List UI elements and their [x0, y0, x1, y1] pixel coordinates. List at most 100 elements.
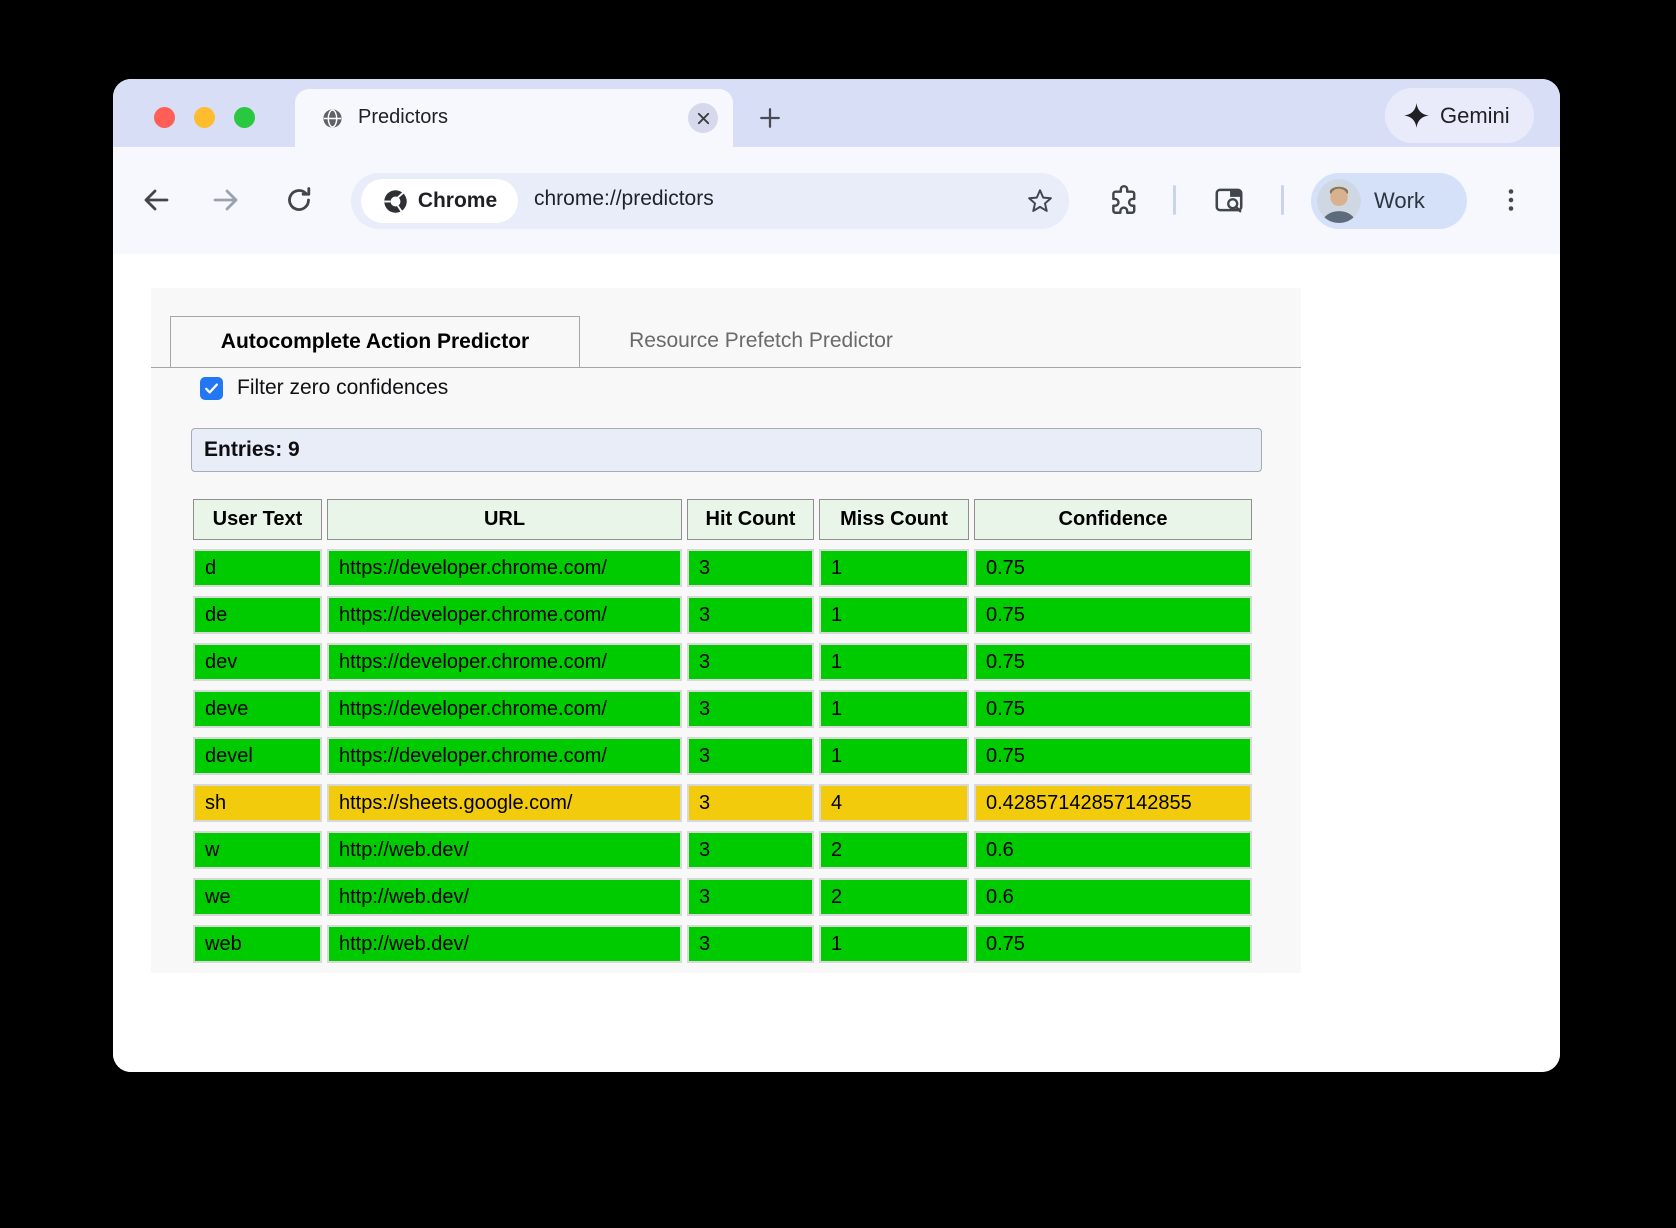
- arrow-left-icon: [144, 189, 169, 211]
- browser-menu-button[interactable]: [1491, 180, 1531, 220]
- checkmark-icon: [205, 382, 218, 394]
- screen-search-icon: [1215, 188, 1243, 213]
- new-tab-button[interactable]: [754, 102, 786, 134]
- filter-label: Filter zero confidences: [237, 376, 449, 399]
- filter-row: Filter zero confidences: [200, 376, 1301, 400]
- cell-confidence: 0.75: [974, 643, 1252, 681]
- cell-miss-count: 1: [819, 549, 969, 587]
- cell-url: https://developer.chrome.com/: [327, 596, 682, 634]
- reload-button[interactable]: [279, 180, 319, 220]
- cell-url: https://developer.chrome.com/: [327, 549, 682, 587]
- tab-search-button[interactable]: [1209, 180, 1249, 220]
- page-content-area: Autocomplete Action Predictor Resource P…: [113, 254, 1560, 1072]
- tab-title: Predictors: [358, 106, 449, 128]
- cell-url: https://sheets.google.com/: [327, 784, 682, 822]
- cell-hit-count: 3: [687, 831, 814, 869]
- profile-label: Work: [1374, 188, 1425, 213]
- header-confidence: Confidence: [974, 499, 1252, 540]
- address-bar[interactable]: Chrome chrome://predictors: [351, 173, 1069, 229]
- table-row: de https://developer.chrome.com/ 3 1 0.7…: [193, 596, 1252, 634]
- gemini-button[interactable]: Gemini: [1385, 88, 1534, 143]
- cell-url: http://web.dev/: [327, 831, 682, 869]
- predictors-table: User Text URL Hit Count Miss Count Confi…: [188, 490, 1257, 972]
- cell-confidence: 0.42857142857142855: [974, 784, 1252, 822]
- cell-confidence: 0.75: [974, 737, 1252, 775]
- table-row: w http://web.dev/ 3 2 0.6: [193, 831, 1252, 869]
- table-row: devel https://developer.chrome.com/ 3 1 …: [193, 737, 1252, 775]
- tab-strip: Predictors Gemini: [113, 79, 1560, 147]
- cell-confidence: 0.6: [974, 878, 1252, 916]
- chrome-site-chip[interactable]: Chrome: [361, 179, 518, 223]
- cell-miss-count: 1: [819, 925, 969, 963]
- cell-hit-count: 3: [687, 690, 814, 728]
- cell-confidence: 0.75: [974, 596, 1252, 634]
- cell-url: https://developer.chrome.com/: [327, 690, 682, 728]
- table-row: we http://web.dev/ 3 2 0.6: [193, 878, 1252, 916]
- cell-miss-count: 1: [819, 690, 969, 728]
- cell-hit-count: 3: [687, 596, 814, 634]
- filter-zero-confidences-checkbox[interactable]: [200, 376, 223, 400]
- cell-hit-count: 3: [687, 643, 814, 681]
- close-icon: [697, 112, 709, 124]
- cell-miss-count: 1: [819, 596, 969, 634]
- cell-user-text: de: [193, 596, 322, 634]
- reload-icon: [288, 187, 311, 211]
- cell-hit-count: 3: [687, 925, 814, 963]
- table-row: dev https://developer.chrome.com/ 3 1 0.…: [193, 643, 1252, 681]
- traffic-light-close-button[interactable]: [154, 107, 175, 128]
- header-hit-count: Hit Count: [687, 499, 814, 540]
- browser-tab-predictors[interactable]: Predictors: [295, 89, 733, 147]
- cell-user-text: deve: [193, 690, 322, 728]
- cell-miss-count: 4: [819, 784, 969, 822]
- cell-confidence: 0.75: [974, 549, 1252, 587]
- traffic-light-zoom-button[interactable]: [234, 107, 255, 128]
- predictors-panel: Autocomplete Action Predictor Resource P…: [151, 288, 1301, 973]
- cell-user-text: web: [193, 925, 322, 963]
- table-row: deve https://developer.chrome.com/ 3 1 0…: [193, 690, 1252, 728]
- cell-miss-count: 2: [819, 878, 969, 916]
- table-row: sh https://sheets.google.com/ 3 4 0.4285…: [193, 784, 1252, 822]
- cell-user-text: w: [193, 831, 322, 869]
- cell-user-text: devel: [193, 737, 322, 775]
- browser-window: Predictors Gemini: [113, 79, 1560, 1072]
- table-row: d https://developer.chrome.com/ 3 1 0.75: [193, 549, 1252, 587]
- forward-button[interactable]: [206, 180, 246, 220]
- cell-miss-count: 1: [819, 643, 969, 681]
- bookmark-star-icon[interactable]: [1025, 186, 1055, 216]
- profile-button[interactable]: Work: [1311, 173, 1467, 229]
- plus-icon: [760, 108, 780, 128]
- url-text: chrome://predictors: [534, 187, 714, 210]
- entries-count-bar: Entries: 9: [191, 428, 1262, 472]
- cell-user-text: we: [193, 878, 322, 916]
- toolbar-divider: [1173, 185, 1176, 215]
- back-button[interactable]: [136, 180, 176, 220]
- cell-confidence: 0.75: [974, 690, 1252, 728]
- cell-user-text: sh: [193, 784, 322, 822]
- cell-url: https://developer.chrome.com/: [327, 643, 682, 681]
- three-dot-menu-icon: [1508, 189, 1514, 211]
- header-url: URL: [327, 499, 682, 540]
- cell-url: http://web.dev/: [327, 925, 682, 963]
- arrow-right-icon: [213, 189, 238, 211]
- cell-url: https://developer.chrome.com/: [327, 737, 682, 775]
- globe-icon: [323, 109, 342, 128]
- extensions-button[interactable]: [1104, 180, 1144, 220]
- cell-url: http://web.dev/: [327, 878, 682, 916]
- chrome-logo-icon: [384, 189, 407, 213]
- traffic-light-minimize-button[interactable]: [194, 107, 215, 128]
- cell-miss-count: 1: [819, 737, 969, 775]
- gemini-sparkle-icon: [1404, 103, 1429, 128]
- cell-hit-count: 3: [687, 784, 814, 822]
- tab-autocomplete-action-predictor[interactable]: Autocomplete Action Predictor: [170, 316, 580, 367]
- cell-hit-count: 3: [687, 549, 814, 587]
- cell-miss-count: 2: [819, 831, 969, 869]
- predictor-tab-bar: Autocomplete Action Predictor Resource P…: [151, 316, 1301, 368]
- cell-confidence: 0.75: [974, 925, 1252, 963]
- browser-toolbar: Chrome chrome://predictors: [113, 147, 1560, 254]
- cell-confidence: 0.6: [974, 831, 1252, 869]
- cell-user-text: dev: [193, 643, 322, 681]
- tab-close-button[interactable]: [688, 103, 718, 133]
- tab-resource-prefetch-predictor[interactable]: Resource Prefetch Predictor: [629, 329, 893, 352]
- cell-user-text: d: [193, 549, 322, 587]
